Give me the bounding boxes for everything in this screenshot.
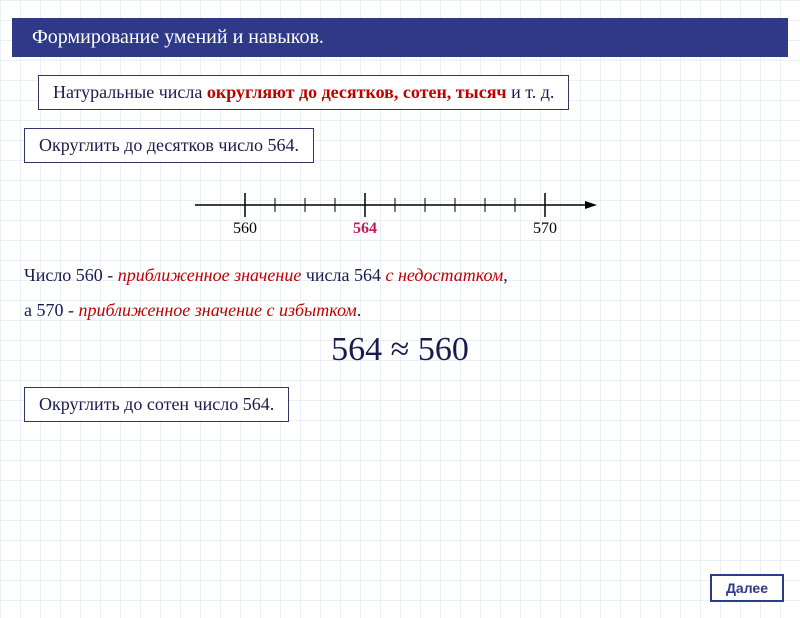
e1-p5: , [503,265,508,285]
task2-box: Округлить до сотен число 564. [24,387,289,422]
e2-p1: а 570 - [24,300,78,320]
e1-p3: числа 564 [301,265,385,285]
task2-text: Округлить до сотен число 564. [39,394,274,414]
number-line-svg: 560 564 570 [185,183,615,238]
section-header-text: Формирование умений и навыков. [32,26,324,48]
rule-prefix: Натуральные числа [53,82,207,102]
e2-p2: приближенное значение с избытком [78,300,356,320]
svg-text:560: 560 [233,220,257,237]
explain-line-1: Число 560 - приближенное значение числа … [24,265,800,286]
number-line: 560 564 570 [0,183,800,243]
section-header: Формирование умений и навыков. [12,18,788,57]
e2-p3: . [357,300,362,320]
formula-text: 564 ≈ 560 [331,331,469,368]
rule-suffix: и т. д. [507,82,555,102]
e1-p1: Число 560 - [24,265,118,285]
explain-line-2: а 570 - приближенное значение с избытком… [24,300,800,321]
task1-box: Округлить до десятков число 564. [24,128,314,163]
formula: 564 ≈ 560 [0,331,800,369]
svg-text:564: 564 [353,220,377,237]
rule-highlight: округляют до десятков, сотен, тысяч [207,82,507,102]
e1-p4: с недостатком [385,265,503,285]
svg-text:570: 570 [533,220,557,237]
next-button-label: Далее [726,580,768,596]
e1-p2: приближенное значение [118,265,302,285]
next-button[interactable]: Далее [710,574,784,602]
rule-box: Натуральные числа округляют до десятков,… [38,75,569,110]
task1-text: Округлить до десятков число 564. [39,135,299,155]
